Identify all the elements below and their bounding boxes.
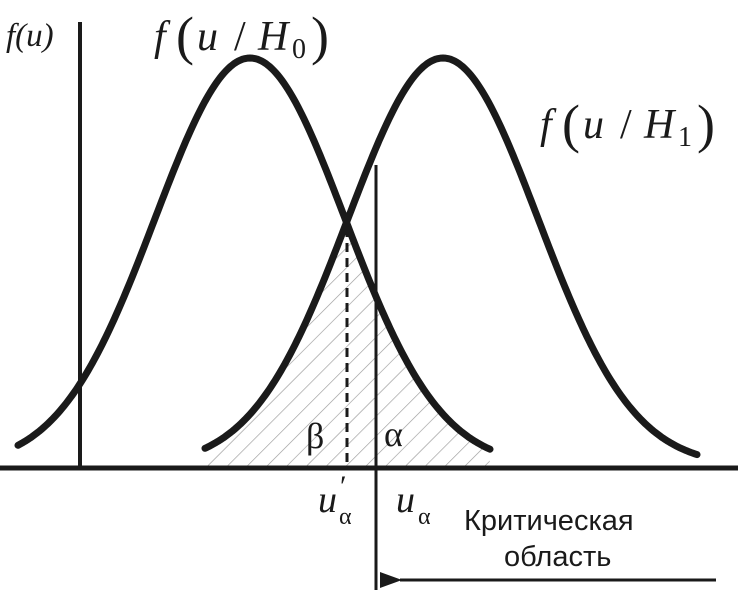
u-alpha-prime-subscript: α (339, 504, 352, 530)
u-alpha-prime-mark: ′ (340, 470, 347, 503)
h0-label-u: u (197, 14, 218, 60)
u-alpha-label: u α (396, 479, 431, 530)
h0-label-close-paren: ) (311, 6, 329, 66)
h0-label-slash: / (234, 14, 246, 60)
h0-label-open-paren: ( (176, 6, 194, 66)
alpha-label: α (384, 414, 403, 454)
density-curve-h0 (14, 54, 494, 453)
overlap-hatch-region (205, 223, 490, 466)
h0-label-H: H (257, 14, 291, 60)
h1-label-subscript: 1 (678, 122, 692, 153)
u-alpha-u: u (396, 479, 415, 521)
h1-label-slash: / (620, 102, 632, 148)
h1-label-f: f (540, 102, 557, 148)
u-alpha-prime-label: u ′ α (318, 470, 352, 530)
density-curve-h1 (201, 54, 701, 459)
u-alpha-subscript: α (418, 504, 431, 530)
h0-label-f: f (154, 14, 171, 60)
beta-label: β (306, 416, 324, 456)
h1-label-H: H (643, 102, 677, 148)
h1-label-close-paren: ) (697, 94, 715, 154)
h0-label: f ( u / H 0 ) (154, 6, 329, 66)
h1-label-open-paren: ( (562, 94, 580, 154)
h1-label-u: u (583, 102, 604, 148)
h1-label: f ( u / H 1 ) (540, 94, 715, 154)
y-axis-label: f(u) (6, 18, 54, 54)
h0-label-subscript: 0 (292, 34, 306, 65)
critical-region-label-line1: Критическая (464, 505, 634, 537)
critical-region-label-line2: область (504, 541, 611, 573)
u-alpha-prime-u: u (318, 479, 337, 521)
